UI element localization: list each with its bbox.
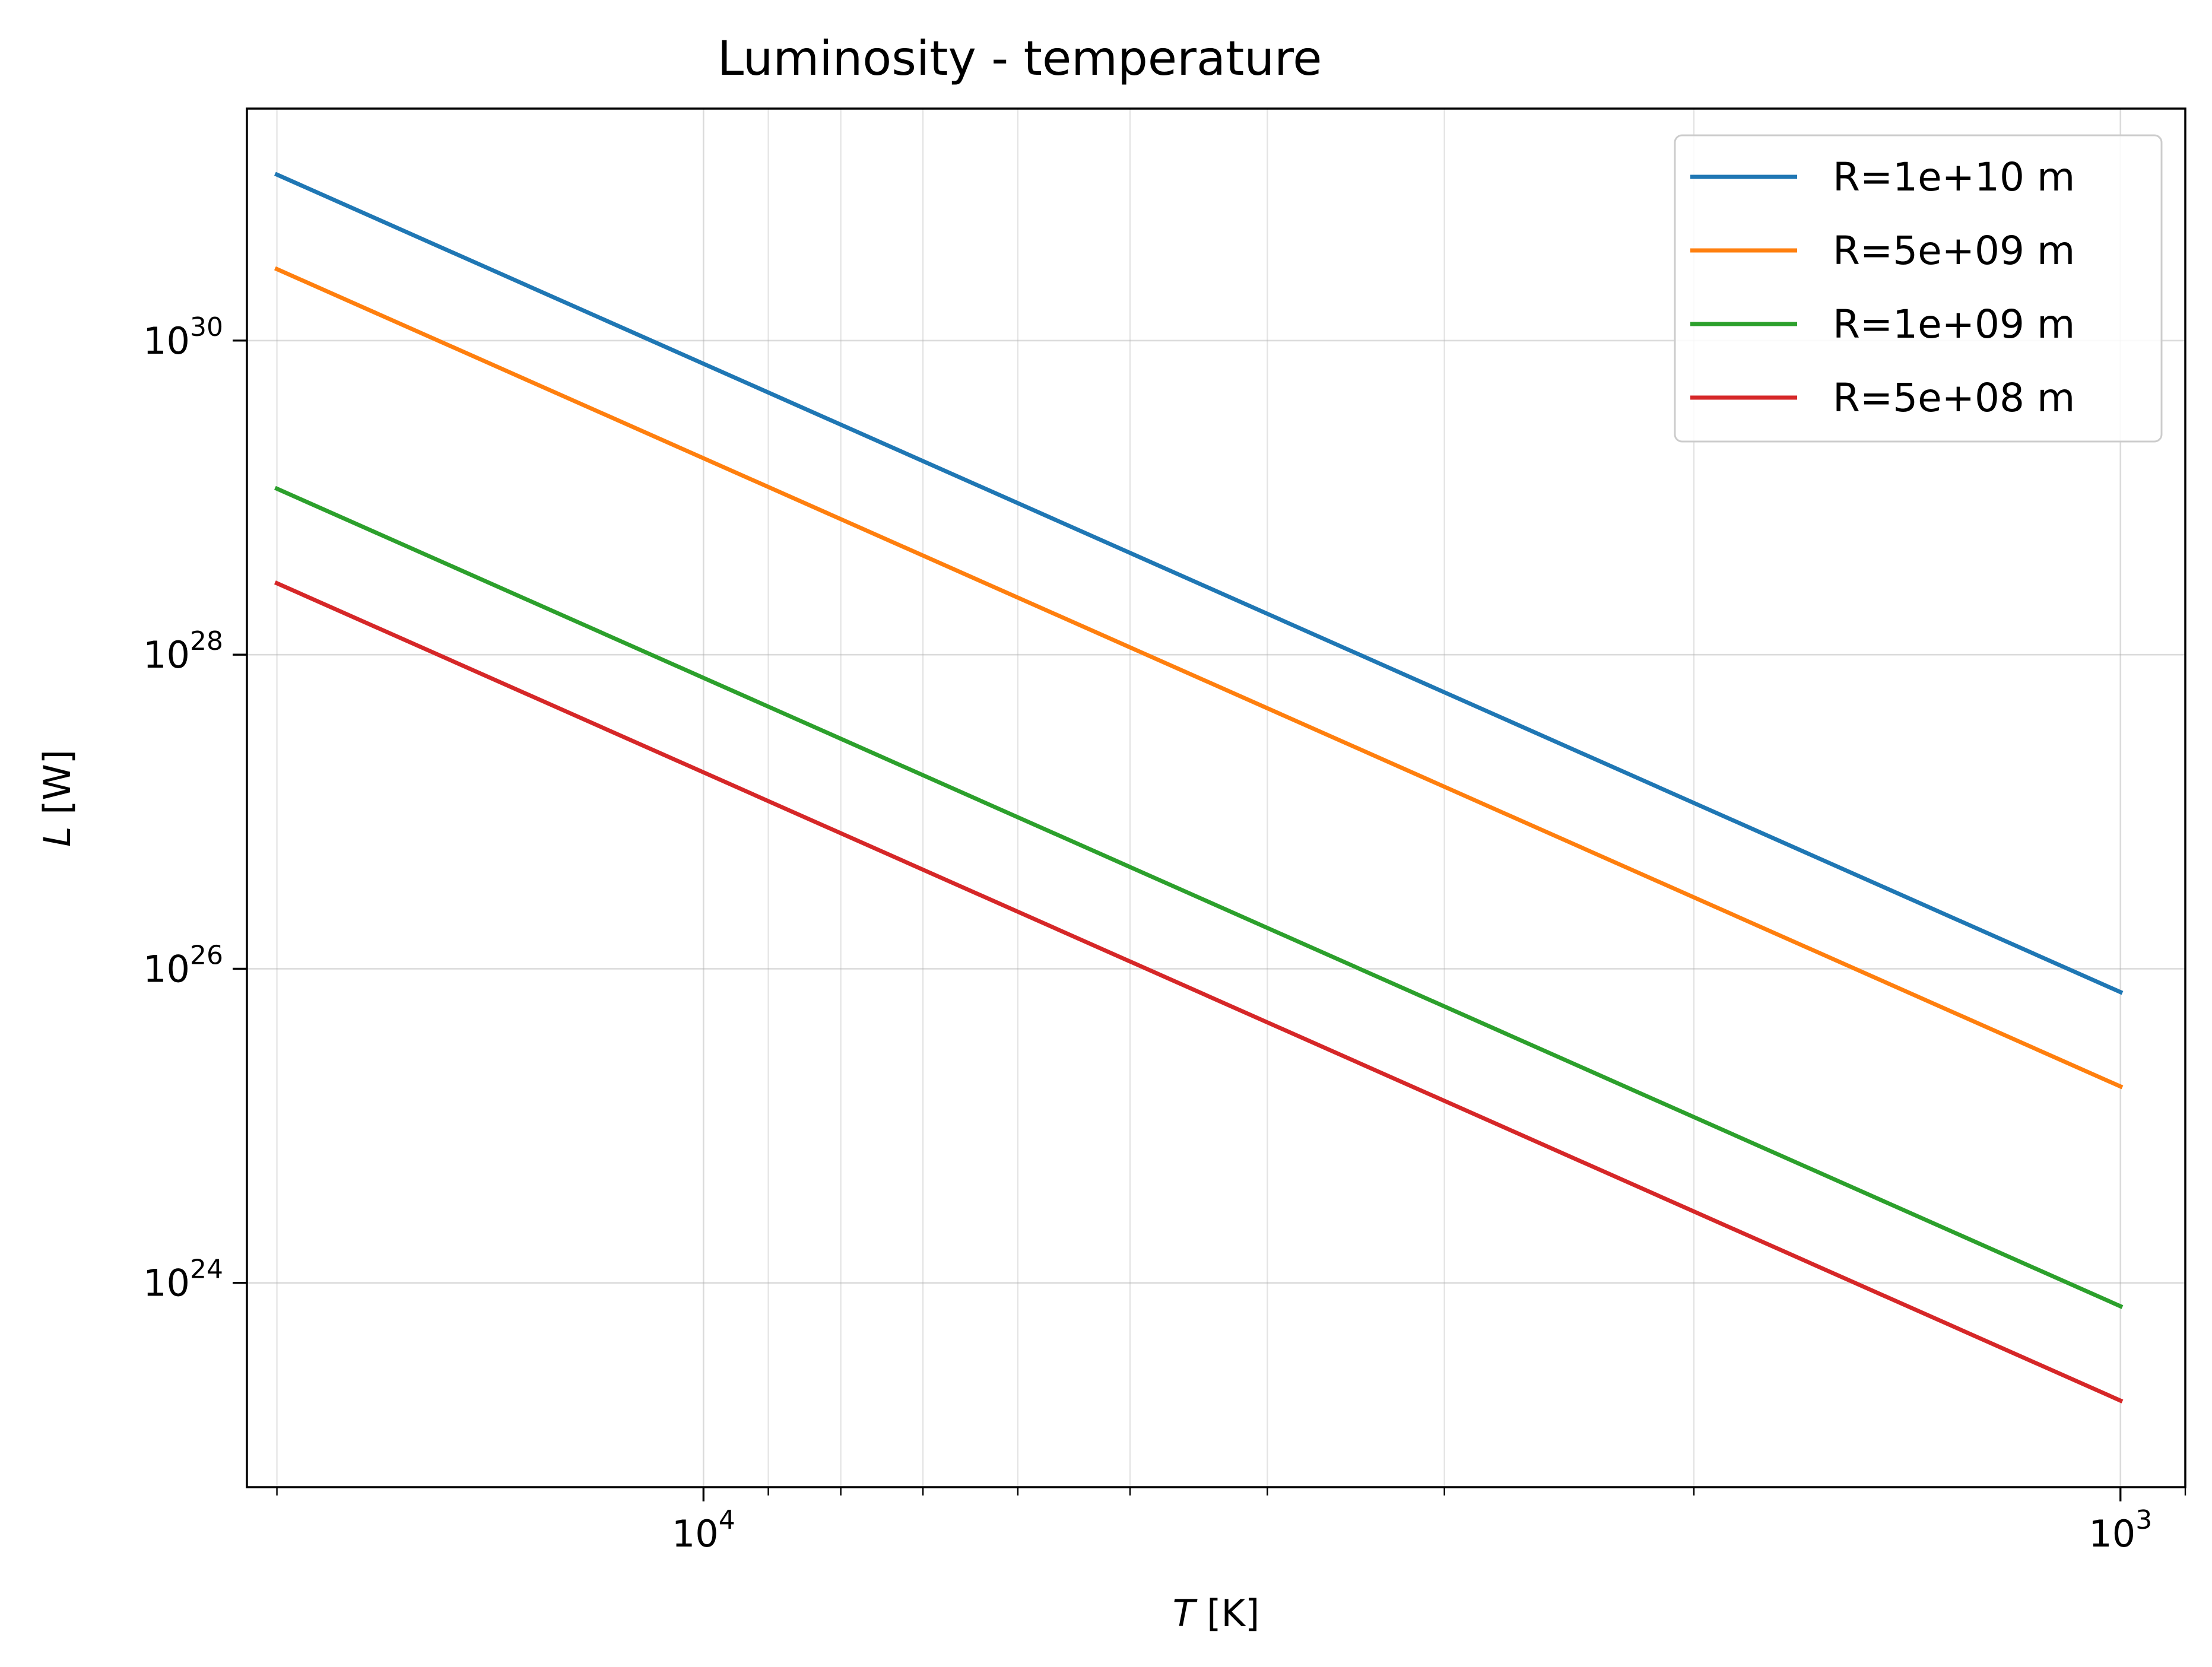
legend-box [1674,134,2163,443]
legend-label-2: R=5e+09 m [1833,228,2075,274]
legend-label-4: R=5e+08 m [1833,375,2075,421]
plot-frame [246,107,2186,1488]
y-tick-label-base: 10 [143,633,190,677]
x-axis-label: T [K] [1173,1592,1260,1635]
x-tick-label: 103 [2089,1505,2152,1555]
legend-label-3: R=1e+09 m [1833,301,2075,347]
series-line-4 [274,580,2124,1404]
legend: R=1e+10 m R=5e+09 m R=1e+09 m R=5e+08 m [1674,134,2163,443]
x-axis-label-unit: [K] [1195,1592,1260,1635]
y-tick-label: 1030 [143,312,223,363]
y-tick-label-base: 10 [143,1262,190,1305]
x-tick-label-base: 10 [2089,1512,2135,1555]
y-axis-label-unit: [W] [36,750,79,826]
y-tick-label: 1028 [143,626,223,677]
y-tick-label-exponent: 26 [190,940,223,970]
x-tick-label-exponent: 4 [719,1505,735,1535]
y-tick-label-base: 10 [143,319,190,363]
series-lines [274,172,2124,1404]
y-tick-label: 1024 [143,1255,223,1305]
x-tick-label-base: 10 [672,1512,719,1555]
legend-label-1: R=1e+10 m [1833,154,2075,200]
series-line-3 [274,485,2124,1309]
y-axis-label: L [W] [36,750,79,847]
x-tick-label: 104 [672,1505,735,1555]
y-tick-label-exponent: 30 [190,312,223,342]
x-axis-label-variable: T [1173,1592,1198,1635]
series-line-2 [274,266,2124,1090]
y-axis-label-variable: L [36,826,79,847]
series-line-1 [274,172,2124,995]
y-tick-label-exponent: 28 [190,626,223,656]
x-tick-label-exponent: 3 [2135,1505,2152,1535]
y-tick-label: 1026 [143,940,223,990]
axis-ticks [233,339,2186,1501]
chart-title: Luminosity - temperature [718,31,1322,86]
y-tick-label-exponent: 24 [190,1255,223,1285]
y-tick-label-base: 10 [143,947,190,990]
